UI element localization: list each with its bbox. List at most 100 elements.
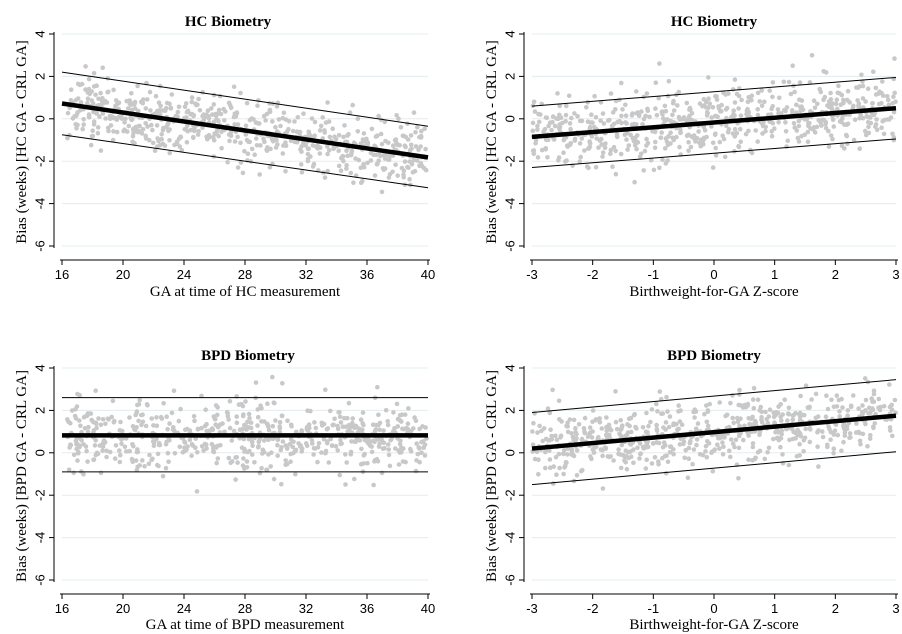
data-point bbox=[885, 97, 891, 103]
data-point bbox=[667, 450, 673, 455]
data-point bbox=[614, 426, 620, 432]
data-point bbox=[288, 459, 293, 465]
data-point bbox=[341, 134, 346, 140]
data-point bbox=[689, 118, 695, 123]
data-point bbox=[413, 130, 418, 135]
data-point bbox=[245, 151, 251, 157]
data-point bbox=[299, 170, 305, 175]
x-axis-label: Birthweight-for-GA Z-score bbox=[629, 284, 799, 300]
data-point bbox=[414, 441, 420, 446]
data-point bbox=[374, 456, 380, 462]
data-point bbox=[661, 440, 667, 445]
data-point bbox=[336, 148, 342, 153]
y-tick-label: 4 bbox=[32, 30, 47, 37]
data-point bbox=[344, 166, 349, 171]
data-point bbox=[565, 420, 570, 426]
data-point bbox=[256, 98, 261, 103]
data-point bbox=[595, 436, 601, 442]
data-point bbox=[189, 95, 195, 100]
data-point bbox=[258, 143, 263, 148]
data-point bbox=[775, 107, 781, 112]
data-point bbox=[722, 154, 728, 160]
data-point bbox=[346, 424, 352, 430]
data-point bbox=[86, 114, 92, 120]
data-point bbox=[339, 441, 344, 446]
data-point bbox=[684, 133, 690, 139]
data-point bbox=[360, 410, 366, 415]
data-point bbox=[870, 399, 875, 404]
data-point bbox=[582, 415, 588, 421]
data-point bbox=[401, 446, 406, 451]
data-point bbox=[204, 421, 209, 427]
y-tick-label: -6 bbox=[502, 574, 517, 586]
data-point bbox=[784, 144, 789, 149]
data-point bbox=[862, 376, 868, 381]
data-point bbox=[310, 164, 316, 169]
data-point bbox=[167, 150, 172, 156]
data-point bbox=[872, 421, 878, 426]
data-point bbox=[291, 450, 296, 456]
data-point bbox=[247, 415, 252, 421]
data-point bbox=[374, 422, 379, 428]
data-point bbox=[117, 428, 123, 433]
data-point bbox=[630, 111, 635, 116]
data-point bbox=[619, 113, 624, 119]
data-point bbox=[578, 154, 583, 160]
data-point bbox=[599, 136, 604, 142]
data-point bbox=[92, 443, 98, 448]
data-point bbox=[571, 417, 577, 423]
data-point bbox=[860, 83, 866, 89]
data-point bbox=[397, 441, 403, 447]
data-point bbox=[623, 460, 628, 465]
data-point bbox=[254, 143, 260, 148]
data-point bbox=[255, 407, 261, 412]
data-point bbox=[658, 135, 664, 140]
data-point bbox=[577, 159, 582, 164]
data-point bbox=[350, 420, 355, 426]
data-point bbox=[143, 423, 149, 429]
data-point bbox=[589, 456, 594, 462]
data-point bbox=[824, 393, 829, 399]
data-point bbox=[131, 130, 136, 136]
data-point bbox=[283, 443, 289, 448]
data-point bbox=[807, 80, 813, 85]
data-point bbox=[109, 414, 114, 420]
data-point bbox=[731, 112, 736, 117]
data-point bbox=[357, 438, 363, 443]
data-point bbox=[619, 426, 624, 432]
data-point bbox=[545, 155, 550, 160]
chart-panel-4: BPD Biometry 4 2 0 -2 -4 -6 -3 -2 -1 0 1 2 3 Birthweig… bbox=[484, 348, 900, 633]
data-point bbox=[704, 419, 710, 425]
data-point bbox=[730, 441, 736, 447]
data-point bbox=[402, 412, 408, 417]
data-point bbox=[71, 452, 77, 458]
data-point bbox=[368, 158, 374, 163]
data-point bbox=[137, 123, 142, 129]
data-point bbox=[549, 127, 554, 133]
data-point bbox=[270, 119, 275, 124]
data-point bbox=[709, 124, 714, 129]
data-point bbox=[599, 426, 605, 431]
data-point bbox=[545, 438, 551, 443]
chart-title: BPD Biometry bbox=[667, 348, 761, 364]
data-point bbox=[727, 448, 732, 454]
data-point bbox=[765, 450, 770, 455]
y-tick-label: -4 bbox=[502, 198, 517, 210]
data-point bbox=[298, 147, 303, 152]
data-point bbox=[379, 470, 385, 476]
data-point bbox=[268, 146, 273, 152]
data-point bbox=[353, 156, 358, 161]
data-point bbox=[387, 463, 393, 469]
data-point bbox=[378, 131, 384, 137]
data-point bbox=[581, 426, 587, 431]
data-point bbox=[249, 146, 255, 152]
data-point bbox=[543, 465, 548, 471]
data-point bbox=[545, 406, 551, 411]
data-point bbox=[589, 134, 595, 139]
data-point bbox=[839, 143, 845, 149]
data-point bbox=[68, 442, 73, 448]
data-point bbox=[715, 442, 720, 448]
data-point bbox=[333, 444, 339, 449]
data-point bbox=[770, 121, 776, 126]
data-point bbox=[352, 439, 358, 444]
